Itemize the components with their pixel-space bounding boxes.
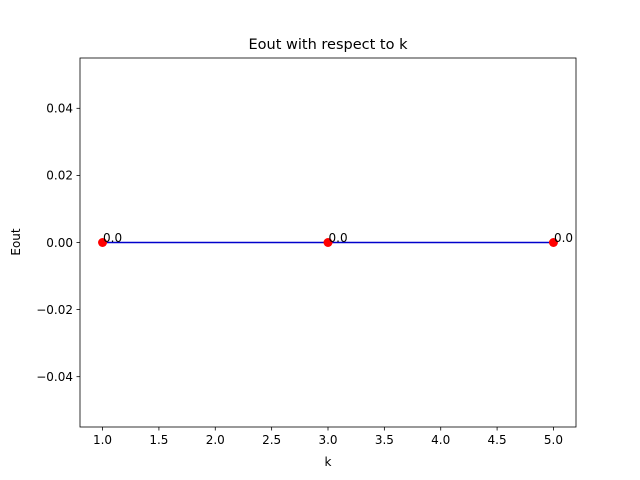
x-tick-label: 4.0: [431, 433, 450, 447]
data-point-3: [548, 238, 558, 247]
y-tick-label: 0.00: [46, 236, 73, 250]
y-tick-label: 0.02: [46, 169, 73, 183]
y-axis-label: Eout: [9, 228, 23, 256]
data-label-3: 0.0: [554, 231, 573, 245]
x-tick-label: 3.5: [375, 433, 394, 447]
x-tick-label: 3.0: [318, 433, 337, 447]
plot-area: 0.0 0.0 0.0 1.0 1.5 2.0 2.5 3.0 3.5 4.0 4.5 5.0 −0.0…: [36, 57, 577, 447]
x-axis-label: k: [325, 455, 332, 469]
x-tick-label: 1.5: [149, 433, 168, 447]
data-label-2: 0.0: [329, 231, 348, 245]
data-point-1: [98, 238, 108, 247]
data-label-1: 0.0: [103, 231, 122, 245]
x-tick-label: 2.5: [262, 433, 281, 447]
x-tick-label: 2.0: [206, 433, 225, 447]
x-tick-label: 4.5: [488, 433, 507, 447]
y-tick-label: −0.04: [36, 370, 73, 384]
chart-title: Eout with respect to k: [249, 37, 409, 53]
y-tick-label: 0.04: [46, 102, 73, 116]
x-tick-label: 1.0: [93, 433, 112, 447]
x-tick-label: 5.0: [544, 433, 563, 447]
data-point-2: [323, 238, 333, 247]
y-tick-label: −0.02: [36, 303, 73, 317]
